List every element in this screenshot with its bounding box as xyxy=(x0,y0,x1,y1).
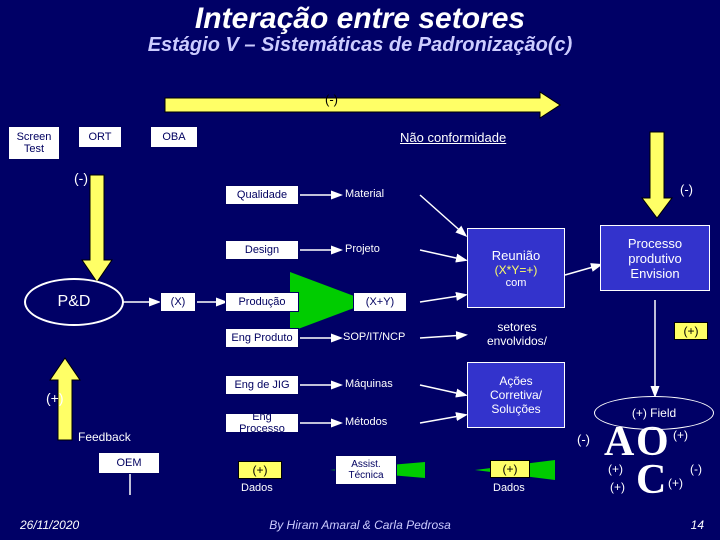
eng-jig-box: Eng de JIG xyxy=(225,375,299,395)
reuniao-com: com xyxy=(506,277,527,289)
eng-processo-box: Eng Processo xyxy=(225,413,299,433)
maquinas-label: Máquinas xyxy=(345,378,393,390)
top-minus-label: (-) xyxy=(325,92,338,107)
left-minus-label: (-) xyxy=(74,170,88,186)
footer-byline: By Hiram Amaral & Carla Pedrosa xyxy=(0,518,720,532)
xy-box: (X+Y) xyxy=(353,292,407,312)
oba-box: OBA xyxy=(150,126,198,148)
reuniao-line1: Reunião xyxy=(492,248,540,263)
projeto-label: Projeto xyxy=(345,243,380,255)
reuniao-xy: (X*Y=+) xyxy=(495,263,538,277)
right-plus-box: (+) xyxy=(490,460,530,478)
right-plus-small: (+) xyxy=(674,322,708,340)
reuniao-block: Reunião (X*Y=+) com xyxy=(467,228,565,308)
right-minus-label: (-) xyxy=(680,182,693,197)
ao-plus-bl: (+) xyxy=(608,462,623,476)
minus-near-ao: (-) xyxy=(577,432,590,447)
metodos-label: Métodos xyxy=(345,416,387,428)
ao-c: C xyxy=(636,462,666,500)
feedback-label: Feedback xyxy=(78,430,131,444)
mid-plus-box: (+) xyxy=(238,461,282,479)
right-dados-label: Dados xyxy=(493,482,525,494)
screen-test-box: Screen Test xyxy=(8,126,60,160)
pd-ellipse: P&D xyxy=(24,278,124,326)
producao-box: Produção xyxy=(225,292,299,312)
mid-dados-label: Dados xyxy=(241,482,273,494)
ort-box: ORT xyxy=(78,126,122,148)
material-label: Material xyxy=(345,188,384,200)
ao-a: A xyxy=(604,424,634,462)
sop-label: SOP/IT/NCP xyxy=(343,331,405,343)
oem-box: OEM xyxy=(98,452,160,474)
ao-plus-tr: (+) xyxy=(673,428,688,442)
assist-tecnica-box: Assist. Técnica xyxy=(335,455,397,485)
design-box: Design xyxy=(225,240,299,260)
processo-block: Processo produtivo Envision xyxy=(600,225,710,291)
qualidade-box: Qualidade xyxy=(225,185,299,205)
plus-left-label: (+) xyxy=(46,390,64,406)
setores-label: setores envolvidos/ xyxy=(467,320,567,348)
ao-minus-r: (-) xyxy=(690,462,702,476)
footer-page: 14 xyxy=(691,518,704,532)
x-box: (X) xyxy=(160,292,196,312)
nao-conformidade-label: Não conformidade xyxy=(400,130,506,145)
ao-plus-bl2: (+) xyxy=(610,480,625,494)
acoes-block: Ações Corretiva/ Soluções xyxy=(467,362,565,428)
ao-plus-br: (+) xyxy=(668,476,683,490)
eng-produto-box: Eng Produto xyxy=(225,328,299,348)
